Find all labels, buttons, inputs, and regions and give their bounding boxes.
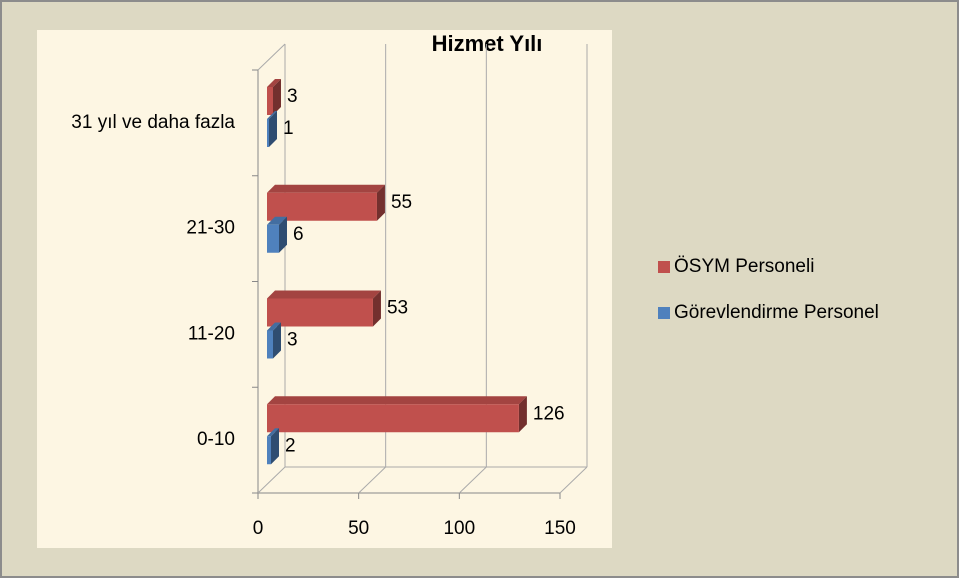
y-tick-label: 0-10 [197,429,235,450]
bar [267,428,279,465]
data-label: 55 [391,192,412,213]
grid-line [458,466,487,494]
data-label: 6 [293,224,304,245]
bar [267,290,381,327]
data-label: 2 [285,435,296,456]
x-tick-label: 50 [348,518,369,539]
data-label: 53 [387,298,408,319]
data-label: 1 [283,118,294,139]
plot-area [37,30,612,548]
bar [267,216,287,253]
y-tick-label: 21-30 [186,218,235,239]
legend-swatch [658,261,670,273]
chart-title: Hizmet Yılı [432,31,543,56]
x-tick-label: 150 [544,518,576,539]
bar [267,396,527,433]
legend-label: ÖSYM Personeli [674,256,814,277]
axis-line [257,43,286,71]
grid-line [257,466,286,494]
bar [267,111,277,147]
grid-line [358,466,387,494]
bar [267,322,281,359]
x-tick-label: 0 [253,518,264,539]
data-label: 3 [287,330,298,351]
legend-label: Görevlendirme Personel [674,302,879,323]
x-tick-label: 100 [443,518,475,539]
grid-line [559,466,588,494]
y-tick-label: 31 yıl ve daha fazla [71,112,235,133]
bar [267,79,281,115]
y-tick-label: 11-20 [188,323,235,344]
data-label: 126 [533,403,565,424]
legend-swatch [658,307,670,319]
data-label: 3 [287,86,298,107]
bar [267,184,385,221]
